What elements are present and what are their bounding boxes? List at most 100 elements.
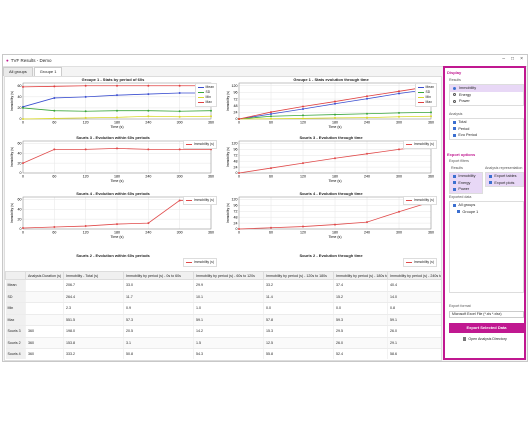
export-result-energy[interactable]: Energy	[450, 179, 482, 186]
export-rep-0[interactable]: Export tables	[486, 173, 523, 180]
group-item[interactable]: Groupe 1	[450, 209, 523, 216]
plot-legend: Immobility (s)	[402, 258, 437, 267]
checkbox-icon[interactable]	[453, 127, 457, 131]
legend-item: Immobility (s)	[185, 260, 214, 265]
table-cell: 29.1	[387, 337, 441, 349]
y-tick-label: 48	[234, 159, 238, 163]
x-tick-label: 180	[332, 175, 338, 179]
x-tick-label: 120	[83, 175, 89, 179]
option-label: Power	[458, 187, 470, 192]
column-header[interactable]: Immobility by period (s) - 120s to 180s	[263, 271, 334, 280]
table-row[interactable]: Max 551.5 57.3 59.1 57.8 59.3 59.1	[5, 314, 441, 326]
legend-label: SD	[205, 90, 211, 94]
table-row[interactable]: Mean 206.7 33.0 29.9 33.2 37.4 40.4	[5, 279, 441, 292]
tab-all-groups[interactable]: All groups	[3, 67, 33, 76]
export-selected-data-button[interactable]: Export Selected Data	[449, 323, 524, 333]
title-bar: ● TVF Results - Demo – □ ×	[3, 55, 527, 67]
close-icon[interactable]: ×	[520, 56, 523, 62]
radio-icon[interactable]	[453, 86, 456, 90]
table-cell: 3.1	[123, 337, 194, 349]
plot-canvas: 0 60 120 180 240 300 360 0 20 40 60 Time (s) Immobil…	[10, 82, 214, 129]
tab-groupe-1[interactable]: Groupe 1	[33, 67, 63, 76]
export-rep-1[interactable]: Export plots	[486, 179, 523, 186]
data-point	[84, 225, 87, 228]
analysis-option-evo-period[interactable]: Evo Period	[450, 132, 523, 139]
table-row[interactable]: Souris 2 360 153.8 3.1 1.5 12.5 26.0 29.1	[5, 337, 441, 349]
column-header[interactable]: Immobility by period (s) - 180s to 240s	[333, 271, 388, 280]
legend-label: Mean	[205, 85, 214, 89]
analysis-checkbox-group: Total Period Evo Period	[449, 118, 524, 140]
column-header[interactable]: Immobility by period (s) - 0s to 60s	[123, 271, 194, 280]
table-cell: 0.8	[387, 302, 441, 315]
results-option-energy[interactable]: Energy	[450, 92, 523, 99]
group-item[interactable]: All groups	[450, 202, 523, 209]
export-result-power[interactable]: Power	[450, 186, 482, 193]
table-row[interactable]: Min 2.3 0.9 1.0 0.0 0.0 0.8	[5, 302, 441, 315]
checkbox-icon[interactable]	[489, 181, 493, 185]
checkbox-icon[interactable]	[453, 120, 457, 124]
radio-icon[interactable]	[453, 93, 456, 97]
checkbox-icon[interactable]	[453, 187, 457, 191]
table-row[interactable]: Souris 3 360 198.0 20.5 14.2 15.3 29.5 26.0	[5, 325, 441, 338]
minimize-icon[interactable]: –	[502, 56, 505, 62]
checkbox-icon[interactable]	[457, 210, 461, 214]
export-results-group: Immobility Energy Power	[449, 172, 483, 194]
analysis-option-period[interactable]: Period	[450, 126, 523, 133]
table-row[interactable]: SD 264.4 11.7 10.1 11.4 15.2 14.0	[5, 291, 441, 303]
legend-label: Immobility (s)	[193, 198, 214, 202]
table-cell	[25, 291, 64, 303]
results-table: Analysis Duration (s) Immobility - Total …	[5, 271, 441, 359]
column-header[interactable]: Analysis Duration (s)	[25, 271, 64, 280]
x-tick-label: 60	[269, 121, 273, 125]
group-label: All groups	[458, 203, 476, 208]
table-cell: 14.2	[193, 325, 264, 338]
column-header[interactable]	[5, 271, 26, 280]
maximize-icon[interactable]: □	[510, 56, 514, 62]
data-point	[302, 114, 304, 117]
plot-6: Souris 4 - Evolution through time 0 60 120 1…	[223, 191, 439, 243]
plot-1: Groupe 1 - Stats by period of 60s 0 60 120 1…	[7, 77, 219, 133]
table-cell: 59.3	[333, 314, 388, 326]
table-row[interactable]: Souris 4 360 333.2 50.8 54.3 55.8 52.4 58.6	[5, 348, 441, 359]
x-tick-label: 60	[52, 231, 56, 235]
row-label: Mean	[5, 279, 26, 292]
x-tick-label: 300	[177, 121, 183, 125]
table-cell: 59.1	[193, 314, 264, 326]
results-table-container[interactable]: Analysis Duration (s) Immobility - Total …	[5, 271, 441, 359]
table-cell: 1.0	[193, 302, 264, 315]
legend-item: Min	[417, 95, 434, 100]
checkbox-icon[interactable]	[453, 181, 457, 185]
export-format-select[interactable]: Microsoft Excel File (*.xls *.xlsx)	[449, 311, 524, 318]
data-point	[84, 116, 87, 119]
column-header[interactable]: Immobility by period (s) - 60s to 120s	[193, 271, 264, 280]
results-option-power[interactable]: Power	[450, 98, 523, 105]
export-result-immobility[interactable]: Immobility	[450, 173, 482, 180]
table-cell: 29.9	[193, 279, 264, 292]
x-tick-label: 240	[145, 231, 151, 235]
column-header[interactable]: Immobility - Total (s)	[63, 271, 124, 280]
table-cell: 11.7	[123, 291, 194, 303]
table-cell: 11.4	[263, 291, 334, 303]
data-point	[238, 118, 240, 120]
open-analysis-directory-button[interactable]: Open Analysis Directory	[463, 337, 507, 341]
checkbox-icon[interactable]	[453, 133, 457, 137]
results-section-label: Results	[449, 78, 461, 82]
radio-icon[interactable]	[453, 99, 456, 103]
checkbox-icon[interactable]	[453, 203, 457, 207]
checkbox-icon[interactable]	[489, 174, 493, 178]
column-header[interactable]: Immobility by period (s) - 240s to 300s	[387, 271, 441, 280]
results-option-immobility[interactable]: Immobility	[450, 85, 523, 92]
y-tick-label: 96	[234, 148, 238, 152]
groups-tree[interactable]: All groups Groupe 1	[449, 201, 524, 293]
analysis-option-total[interactable]: Total	[450, 119, 523, 126]
x-axis-label: Time (s)	[328, 125, 341, 129]
table-cell: 15.2	[333, 291, 388, 303]
data-point	[178, 115, 181, 118]
data-point	[398, 92, 400, 95]
y-tick-label: 120	[232, 198, 238, 202]
plot-canvas: 0 60 120 180 240 300 360 0 20 40 60 Time (s) Immobil…	[10, 196, 214, 239]
checkbox-icon[interactable]	[453, 174, 457, 178]
table-cell: 29.5	[333, 325, 388, 338]
y-tick-label: 120	[232, 142, 238, 146]
x-tick-label: 300	[177, 231, 183, 235]
